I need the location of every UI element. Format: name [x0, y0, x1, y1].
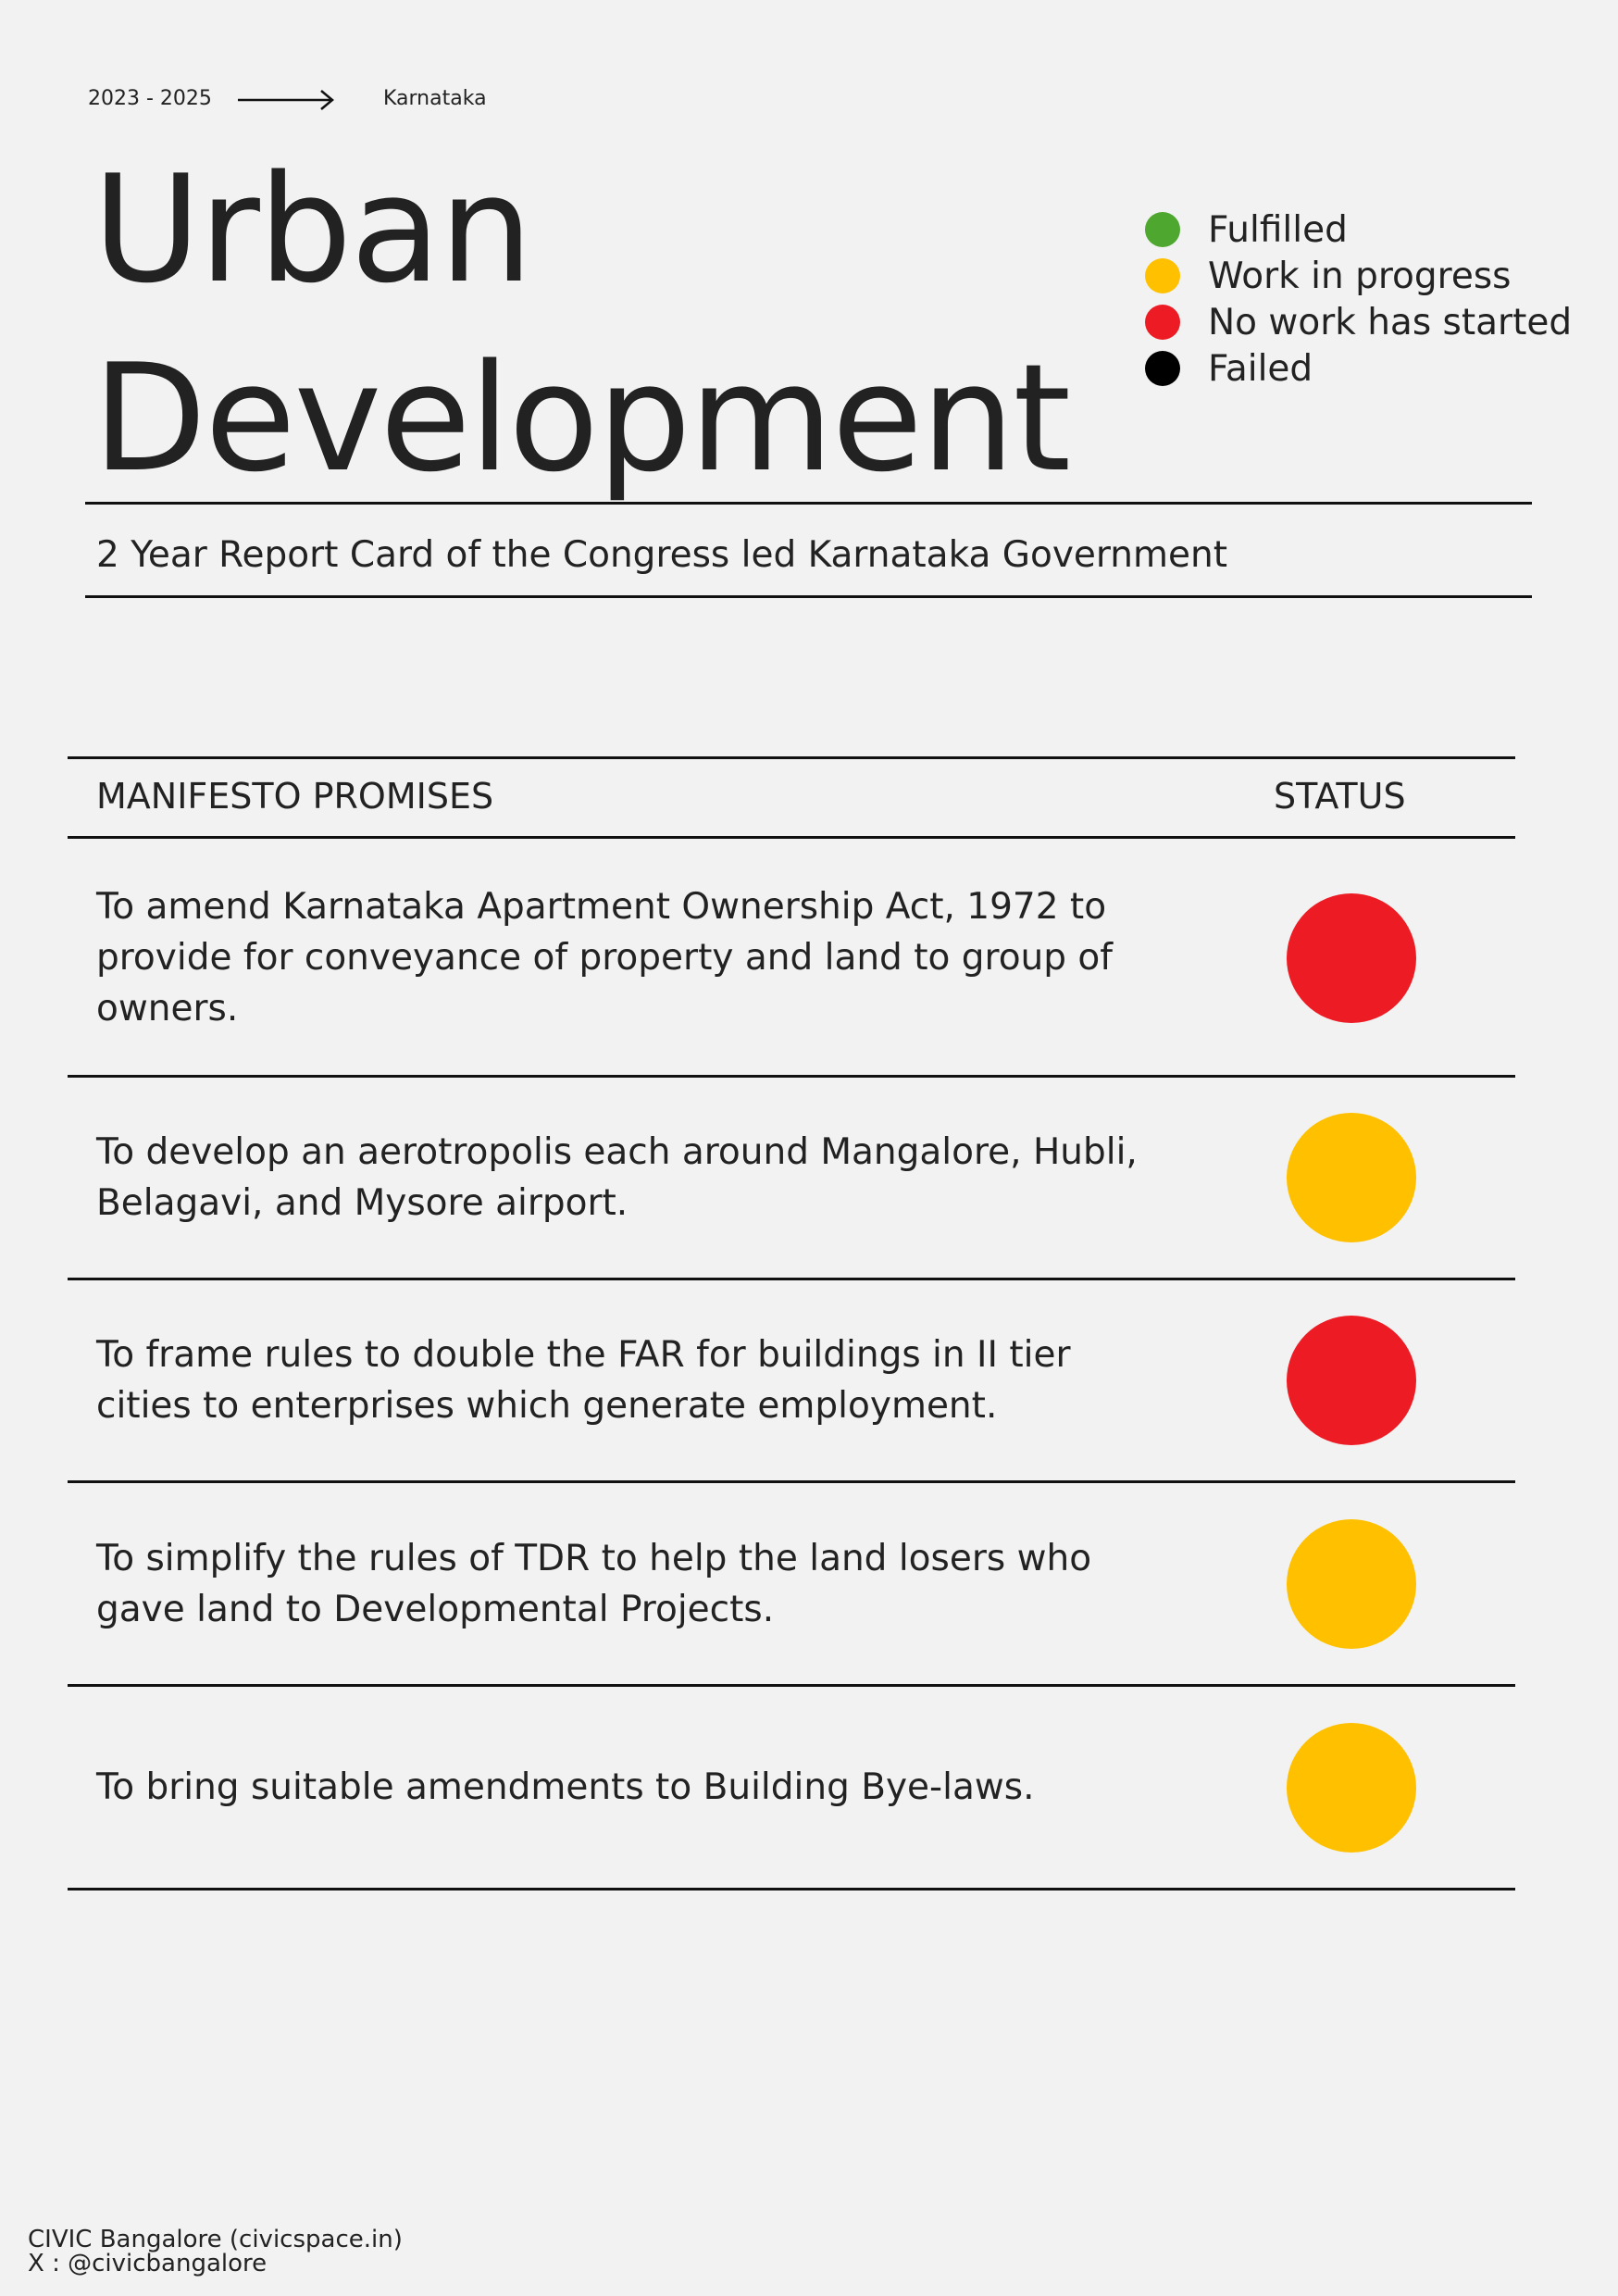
rule — [85, 502, 1532, 505]
rule — [85, 595, 1532, 598]
status-dot — [1287, 1722, 1416, 1853]
legend-dot — [1145, 212, 1180, 247]
legend-dot — [1145, 258, 1180, 293]
title-line: Urban — [93, 143, 533, 316]
years: 2023 - 2025 — [88, 87, 212, 110]
rule — [68, 836, 1515, 839]
footer-line: X : @civicbangalore — [28, 2250, 268, 2277]
promise-text: To amend Karnataka Apartment Ownership A… — [96, 886, 1114, 1029]
legend-item: Failed — [1145, 346, 1313, 391]
legend-dot — [1145, 305, 1180, 340]
status-dot — [1287, 892, 1416, 1023]
footer: CIVIC Bangalore (civicspace.in) X : @civ… — [28, 2227, 403, 2276]
legend-item: Fulfilled — [1145, 207, 1348, 252]
rule — [68, 1480, 1515, 1483]
legend-item: No work has started — [1145, 300, 1572, 344]
rule — [68, 1278, 1515, 1280]
promise-text: To simplify the rules of TDR to help the… — [96, 1537, 1092, 1630]
rule — [68, 1075, 1515, 1078]
rule — [68, 1684, 1515, 1687]
column-header: MANIFESTO PROMISES — [96, 776, 494, 817]
promise-text: To frame rules to double the FAR for bui… — [96, 1334, 1071, 1427]
status-dot — [1287, 1113, 1416, 1242]
legend-dot — [1145, 351, 1180, 386]
rule — [68, 756, 1515, 759]
legend-item: Work in progress — [1145, 254, 1511, 298]
promise-text: To bring suitable amendments to Building… — [96, 1766, 1035, 1808]
legend-label: Fulfilled — [1208, 208, 1348, 251]
footer-line: CIVIC Bangalore (civicspace.in) — [28, 2226, 403, 2253]
rule — [68, 1888, 1515, 1890]
promise-text: To develop an aerotropolis each around M… — [96, 1131, 1138, 1224]
legend-label: Failed — [1208, 347, 1313, 390]
title-line: Development — [93, 331, 1071, 505]
column-header: STATUS — [1274, 776, 1406, 817]
status-dot — [1287, 1316, 1416, 1445]
subtitle: 2 Year Report Card of the Congress led K… — [96, 534, 1227, 576]
legend-label: No work has started — [1208, 301, 1573, 343]
status-dot — [1287, 1518, 1416, 1649]
legend-label: Work in progress — [1208, 255, 1512, 297]
arrow — [238, 90, 334, 110]
region: Karnataka — [383, 87, 487, 110]
